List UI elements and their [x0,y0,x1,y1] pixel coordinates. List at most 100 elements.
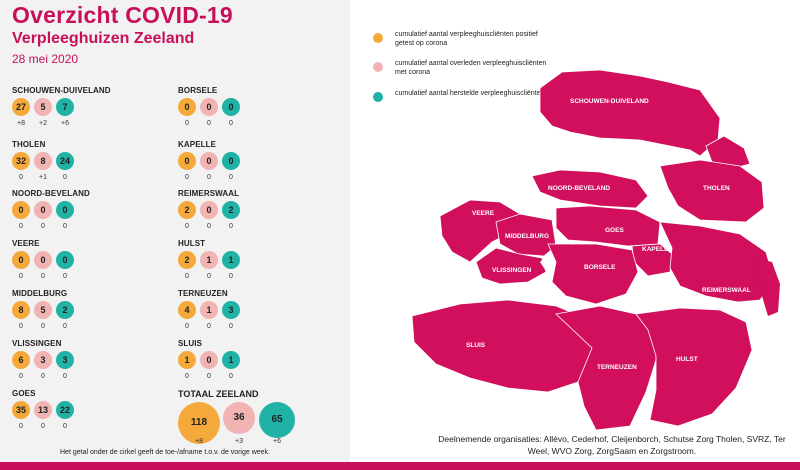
region-name: SCHOUWEN-DUIVELAND [12,86,111,95]
deceased-delta: 0 [41,223,45,230]
region-reimerswaal [659,221,775,303]
total-recovered-circle: 65 [259,402,295,438]
region-name: HULST [178,239,206,248]
positive-count: 0 [178,98,196,116]
region-name: NOORD-BEVELAND [12,189,90,198]
recovered-count: 2 [56,301,74,319]
report-date: 28 mei 2020 [12,52,79,66]
region-terneuzen [555,305,657,431]
westerschelde-gap [540,254,556,274]
total-positive-delta: +8 [195,438,203,445]
map-label-goes: GOES [605,227,624,234]
recovered-delta: 0 [63,174,67,181]
deceased-delta: 0 [41,423,45,430]
deceased-delta: 0 [207,223,211,230]
map-label-noord-beveland: NOORD-BEVELAND [548,185,610,192]
recovered-count: 7 [56,98,74,116]
positive-count: 0 [178,152,196,170]
positive-delta: 0 [185,223,189,230]
deceased-count: 5 [34,98,52,116]
region-block-tholen: THOLEN 32 0 8 +1 24 0 [12,140,162,181]
positive-delta: 0 [185,120,189,127]
left-panel [0,0,350,462]
region-name: GOES [12,389,36,398]
footnote: Het getal onder de cirkel geeft de toe-/… [60,449,270,456]
positive-count: 8 [12,301,30,319]
region-name: REIMERSWAAL [178,189,240,198]
positive-count: 1 [178,351,196,369]
deceased-delta: 0 [207,174,211,181]
region-block-middelburg: MIDDELBURG 8 0 5 0 2 0 [12,289,162,330]
total-deceased-circle: 36 [223,402,255,434]
region-block-veere: VEERE 0 0 0 0 0 0 [12,239,162,280]
region-circles: 4 0 1 0 3 0 [178,301,328,330]
region-name: THOLEN [12,140,46,149]
recovered-count: 0 [56,201,74,219]
region-block-vlissingen: VLISSINGEN 6 0 3 0 3 0 [12,339,162,380]
region-noord-beveland [531,169,649,209]
positive-count: 6 [12,351,30,369]
region-circles: 8 0 5 0 2 0 [12,301,162,330]
page-title: Overzicht COVID-19 [12,2,233,28]
total-recovered-value: 65 [271,414,283,425]
positive-delta: +8 [17,120,25,127]
recovered-delta: 0 [229,174,233,181]
deceased-count: 8 [34,152,52,170]
deceased-count: 0 [200,201,218,219]
region-name: MIDDELBURG [12,289,68,298]
region-hulst [635,307,753,427]
region-circles: 6 0 3 0 3 0 [12,351,162,380]
map-label-borsele: BORSELE [584,264,616,271]
deceased-count: 0 [200,152,218,170]
region-borsele [547,243,639,305]
map-label-middelburg: MIDDELBURG [505,233,549,240]
deceased-count: 0 [34,251,52,269]
recovered-delta: 0 [63,323,67,330]
positive-count: 4 [178,301,196,319]
map-label-vlissingen: VLISSINGEN [492,267,532,274]
deceased-delta: 0 [207,323,211,330]
recovered-count: 0 [222,152,240,170]
recovered-delta: 0 [63,373,67,380]
region-circles: 2 0 1 0 1 0 [178,251,328,280]
east-peninsula [756,258,780,316]
recovered-count: 3 [222,301,240,319]
positive-delta: 0 [19,174,23,181]
map-labels: SCHOUWEN-DUIVELAND NOORD-BEVELAND THOLEN… [466,98,751,371]
region-name: VLISSINGEN [12,339,62,348]
recovered-count: 0 [56,251,74,269]
recovered-delta: 0 [63,423,67,430]
deceased-delta: 0 [207,373,211,380]
region-middelburg [495,213,557,257]
region-name: KAPELLE [178,140,217,149]
recovered-delta: 0 [229,273,233,280]
map-label-terneuzen: TERNEUZEN [597,364,637,371]
region-name: TERNEUZEN [178,289,228,298]
recovered-count: 22 [56,401,74,419]
map-label-tholen: THOLEN [703,185,730,192]
recovered-delta: 0 [229,223,233,230]
page-subtitle: Verpleeghuizen Zeeland [12,30,195,47]
zeeland-map: SCHOUWEN-DUIVELAND NOORD-BEVELAND THOLEN… [411,69,780,431]
positive-delta: 0 [185,373,189,380]
deceased-delta: 0 [207,120,211,127]
recovered-delta: 0 [229,373,233,380]
recovered-delta: 0 [229,323,233,330]
positive-count: 32 [12,152,30,170]
recovered-count: 1 [222,251,240,269]
deceased-delta: 0 [41,323,45,330]
map-label-schouwen: SCHOUWEN-DUIVELAND [570,98,649,105]
recovered-delta: +6 [61,120,69,127]
region-name: SLUIS [178,339,203,348]
positive-delta: 0 [19,223,23,230]
map-label-hulst: HULST [676,356,698,363]
deceased-count: 3 [34,351,52,369]
recovered-delta: 0 [229,120,233,127]
positive-delta: 0 [185,273,189,280]
map-label-veere: VEERE [472,210,495,217]
region-block-sluis: SLUIS 1 0 0 0 1 0 [178,339,328,380]
